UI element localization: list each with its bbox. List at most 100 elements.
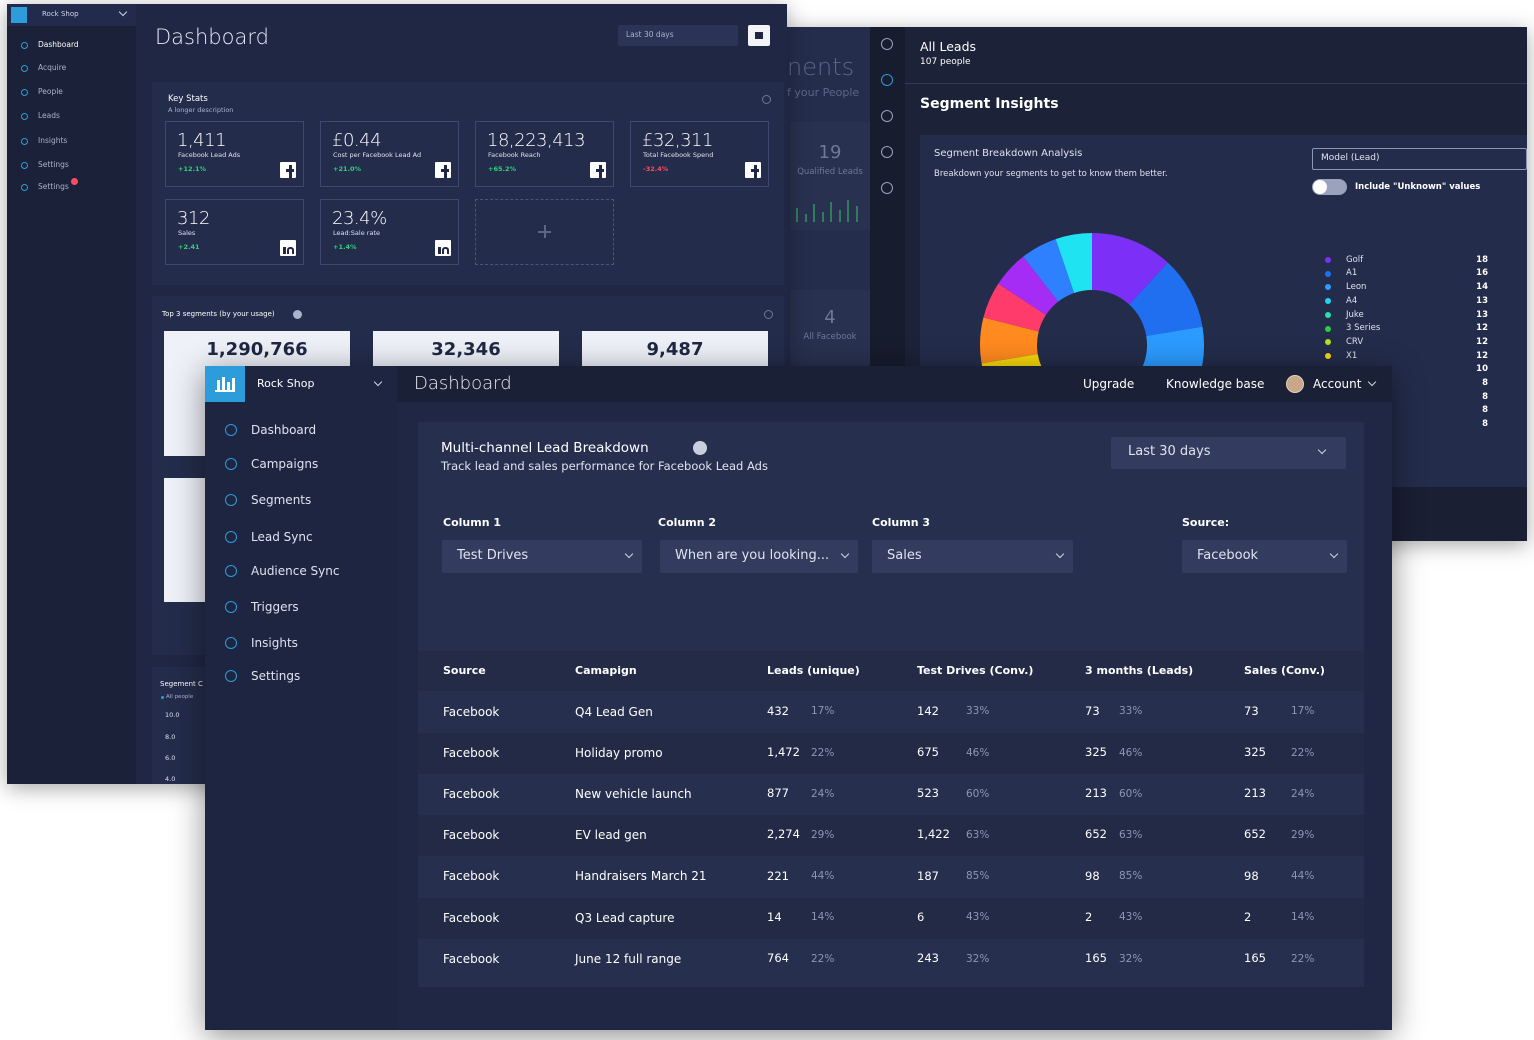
stat-value: 23.4% (332, 207, 387, 229)
table-cell: Facebook (443, 828, 500, 843)
nav-item[interactable]: Settings (38, 160, 69, 170)
select-value[interactable]: Model (Lead) (1321, 153, 1380, 164)
icon (227, 382, 230, 390)
stat-label: Total Facebook Spend (643, 150, 714, 159)
select-value[interactable]: Facebook (1197, 547, 1259, 563)
table-row (418, 897, 1364, 939)
select-value[interactable]: Test Drives (457, 547, 529, 563)
stat-change: +2.41 (178, 242, 200, 251)
panel-title: Multi-channel Lead Breakdown (441, 439, 649, 456)
top-nav-item[interactable]: Account (1313, 376, 1362, 391)
nav-icon (881, 182, 893, 194)
nav-item[interactable]: Leads (38, 111, 60, 121)
nav-item[interactable]: Dashboard (38, 40, 79, 50)
table-cell: 46% (1119, 746, 1143, 759)
nav-item[interactable]: Settings (251, 668, 301, 683)
select-value[interactable]: Last 30 days (626, 30, 674, 40)
select[interactable] (1312, 148, 1527, 170)
legend-value: 13 (1476, 295, 1488, 306)
icon (441, 169, 449, 172)
legend-label: CRV (1346, 336, 1364, 347)
table-cell: 98 (1244, 868, 1259, 883)
nav-item[interactable]: Insights (251, 635, 298, 650)
table-cell: 187 (917, 868, 939, 883)
stat-label: Facebook Reach (488, 150, 541, 159)
nav-item[interactable]: Settings (38, 182, 69, 192)
table-cell: 6 (917, 909, 925, 924)
table-cell: 165 (1085, 951, 1107, 966)
select[interactable] (618, 25, 738, 46)
table-cell: EV lead gen (575, 828, 647, 843)
legend-label: Leon (1346, 282, 1367, 293)
column-header: 3 months (Leads) (1085, 664, 1194, 678)
nav-item[interactable]: Acquire (38, 63, 67, 73)
stat-card (320, 199, 459, 265)
filter-label: Column 1 (443, 516, 502, 530)
nav-item[interactable]: Insights (38, 136, 68, 146)
table-cell: 24% (811, 787, 835, 800)
donut-segment (1129, 262, 1203, 336)
filter-label: Column 2 (658, 516, 717, 530)
table-cell: 43% (1119, 911, 1143, 924)
table-cell: 652 (1085, 827, 1107, 842)
icon (442, 247, 449, 254)
nav-item[interactable]: Campaigns (251, 456, 319, 471)
settings-icon (761, 94, 771, 104)
select[interactable] (442, 540, 642, 573)
nav-item[interactable]: Dashboard (251, 422, 317, 437)
stat-change: -32.4% (643, 164, 669, 173)
nav-icon (225, 637, 237, 649)
top-nav-item[interactable]: Upgrade (1083, 376, 1135, 391)
table-cell: 2,274 (767, 827, 800, 842)
select[interactable] (1111, 437, 1346, 469)
legend-value: 14 (1476, 282, 1488, 293)
table-cell: Facebook (443, 951, 500, 966)
icon (751, 169, 759, 172)
stat-value: £32,311 (642, 129, 713, 151)
nav-item[interactable]: People (38, 87, 63, 97)
nav-item[interactable]: Triggers (251, 599, 299, 614)
table-cell: Facebook (443, 704, 500, 719)
legend-label: All people (166, 693, 194, 700)
table-cell: Q3 Lead capture (575, 910, 675, 925)
icon (232, 378, 235, 390)
select[interactable] (660, 540, 858, 573)
help-icon (292, 309, 302, 319)
add-card[interactable] (475, 199, 614, 265)
table-cell: 213 (1085, 786, 1107, 801)
select-value[interactable]: Sales (887, 547, 922, 563)
brand-name: Rock Shop (257, 377, 315, 391)
select-value[interactable]: Last 30 days (1128, 443, 1211, 459)
nav-item[interactable]: Segments (251, 492, 312, 507)
table-cell: 432 (767, 703, 789, 718)
select[interactable] (872, 540, 1073, 573)
y-tick-label: 8.0 (165, 732, 176, 741)
icon (283, 247, 286, 254)
nav-item[interactable]: Lead Sync (251, 529, 313, 544)
nav-item[interactable]: Audience Sync (251, 563, 340, 578)
panel-description: Breakdown your segments to get to know t… (934, 168, 1168, 179)
select-value[interactable]: When are you looking... (675, 547, 830, 563)
help-icon (693, 441, 707, 455)
top-nav-item[interactable]: Knowledge base (1166, 376, 1265, 391)
table-cell: Facebook (443, 910, 500, 925)
legend-value: 12 (1476, 323, 1488, 334)
icon (596, 169, 604, 172)
legend-swatch (1325, 270, 1331, 277)
legend-swatch (1325, 298, 1331, 305)
stat-card (320, 121, 459, 187)
stat-change: +65.2% (488, 164, 516, 173)
table-cell: 63% (1119, 829, 1143, 842)
legend-swatch (1325, 339, 1331, 346)
table-cell: 325 (1085, 745, 1107, 760)
avatar (1286, 375, 1304, 393)
select[interactable] (1182, 540, 1347, 573)
nav-icon (20, 161, 28, 169)
stat-value: 1,411 (177, 129, 227, 151)
stat-change: +1.4% (333, 242, 357, 251)
filter-label: Source: (1182, 516, 1230, 530)
icon (215, 390, 235, 392)
legend-label: Golf (1346, 254, 1364, 265)
table-cell: 32% (966, 952, 990, 965)
column-header: Camapign (575, 664, 637, 678)
